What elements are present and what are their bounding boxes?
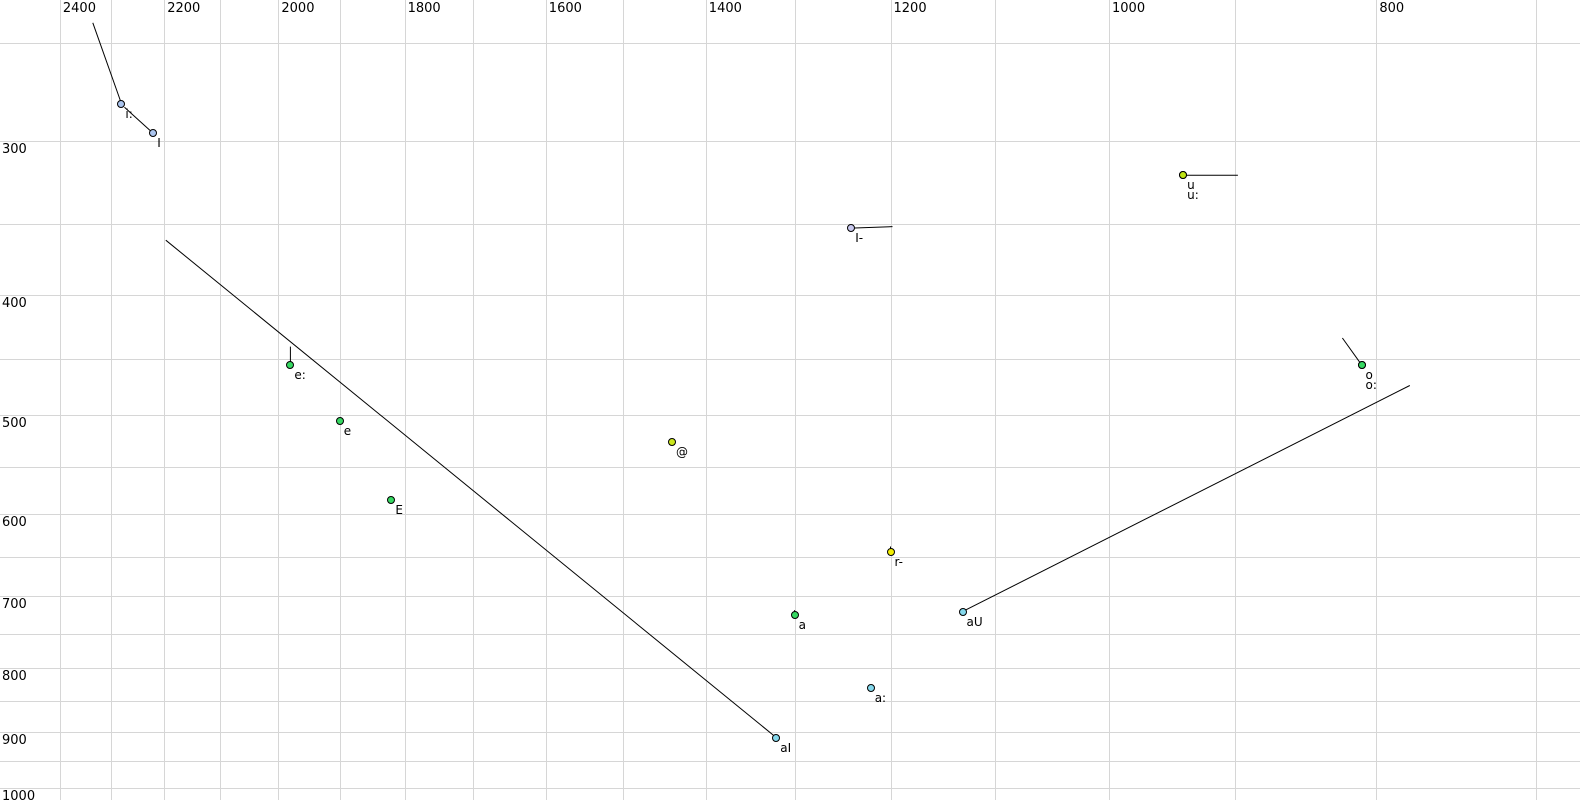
x-gridline-700 xyxy=(1536,0,1538,800)
y-tick-label-800: 800 xyxy=(2,669,27,685)
y-gridline-250 xyxy=(0,42,1580,44)
x-tick-label-800: 800 xyxy=(1379,1,1405,16)
trajectory-i: xyxy=(92,22,122,104)
x-gridline-1100 xyxy=(994,0,996,800)
vowel-label-a: a xyxy=(798,618,806,633)
y-gridline-600 xyxy=(0,513,1580,515)
y-tick-label-1000: 1000 xyxy=(2,789,36,800)
vowel-marker-aU[interactable] xyxy=(958,607,967,616)
x-gridline-1700 xyxy=(473,0,475,800)
x-gridline-2400 xyxy=(59,0,61,800)
y-tick-label-400: 400 xyxy=(2,296,27,312)
vowel-label-u:: u: xyxy=(1187,188,1199,203)
x-gridline-900 xyxy=(1235,0,1237,800)
vowel-label-o:: o: xyxy=(1365,377,1377,392)
y-gridline-450 xyxy=(0,358,1580,360)
x-tick-label-2400: 2400 xyxy=(62,1,96,16)
vowel-label-aU: aU xyxy=(966,614,983,629)
x-gridline-2200 xyxy=(164,0,166,800)
vowel-label-r-: r- xyxy=(894,555,904,570)
x-gridline-1900 xyxy=(339,0,341,800)
vowel-marker-E[interactable] xyxy=(387,495,396,504)
vowel-label-aI: aI xyxy=(780,740,792,755)
vowel-marker-i:[interactable] xyxy=(117,99,126,108)
y-gridline-650 xyxy=(0,556,1580,558)
trajectory-I xyxy=(124,106,154,134)
vowel-marker-I-[interactable] xyxy=(847,224,856,233)
y-tick-label-600: 600 xyxy=(2,514,27,530)
x-gridline-2000 xyxy=(278,0,280,800)
x-tick-label-1200: 1200 xyxy=(893,1,927,16)
x-gridline-1800 xyxy=(404,0,406,800)
vowel-label-e: e xyxy=(343,423,352,438)
x-tick-label-2000: 2000 xyxy=(281,1,315,16)
x-gridline-1300 xyxy=(794,0,796,800)
trajectory-aU xyxy=(962,385,1411,613)
vowel-marker-a[interactable] xyxy=(790,611,799,620)
x-tick-label-1400: 1400 xyxy=(708,1,742,16)
vowel-marker-aI[interactable] xyxy=(772,733,781,742)
y-gridline-800 xyxy=(0,668,1580,670)
vowel-label-o: o xyxy=(1365,367,1373,382)
x-tick-label-1800: 1800 xyxy=(407,1,441,16)
trajectory-I- xyxy=(851,226,893,229)
y-tick-label-700: 700 xyxy=(2,597,27,613)
y-gridline-550 xyxy=(0,466,1580,468)
y-gridline-900 xyxy=(0,731,1580,733)
vowel-label-I: I xyxy=(157,136,161,151)
vowel-marker-I[interactable] xyxy=(149,129,158,138)
x-gridline-2100 xyxy=(219,0,221,800)
vowel-label-i:: i: xyxy=(125,106,133,121)
y-gridline-350 xyxy=(0,223,1580,225)
y-gridline-700 xyxy=(0,596,1580,598)
vowel-label-u: u xyxy=(1187,178,1195,193)
vowel-marker-a:[interactable] xyxy=(866,684,875,693)
x-gridline-1500 xyxy=(623,0,625,800)
y-gridline-950 xyxy=(0,760,1580,762)
x-gridline-1200 xyxy=(890,0,892,800)
x-gridline-2300 xyxy=(110,0,112,800)
y-tick-label-300: 300 xyxy=(2,141,27,157)
vowel-label-e:: e: xyxy=(294,367,306,382)
x-gridline-1600 xyxy=(545,0,547,800)
trajectory-aI xyxy=(165,239,777,738)
y-gridline-300 xyxy=(0,140,1580,142)
vowel-label-a:: a: xyxy=(874,691,887,706)
x-tick-label-1600: 1600 xyxy=(548,1,582,16)
vowel-marker-r-[interactable] xyxy=(886,548,895,557)
y-gridline-850 xyxy=(0,700,1580,702)
y-gridline-400 xyxy=(0,295,1580,297)
x-gridline-1400 xyxy=(705,0,707,800)
vowel-label-E: E xyxy=(395,502,403,517)
vowel-marker-u:[interactable] xyxy=(1179,171,1188,180)
vowel-marker-e:[interactable] xyxy=(286,360,295,369)
y-gridline-750 xyxy=(0,633,1580,635)
vowel-label-I-: I- xyxy=(855,231,864,246)
y-gridline-1000 xyxy=(0,788,1580,790)
x-gridline-1000 xyxy=(1109,0,1110,800)
y-gridline-500 xyxy=(0,415,1580,417)
vowel-marker-@[interactable] xyxy=(668,437,676,446)
vowel-marker-o:[interactable] xyxy=(1357,360,1366,369)
x-tick-label-1000: 1000 xyxy=(1112,1,1146,16)
y-tick-label-900: 900 xyxy=(2,732,27,748)
x-gridline-800 xyxy=(1376,0,1378,800)
x-tick-label-2200: 2200 xyxy=(167,1,201,16)
vowel-marker-e[interactable] xyxy=(335,416,344,425)
y-tick-label-500: 500 xyxy=(2,416,27,432)
vowel-label-@: @ xyxy=(676,444,688,459)
trajectory-o: xyxy=(1341,337,1362,365)
